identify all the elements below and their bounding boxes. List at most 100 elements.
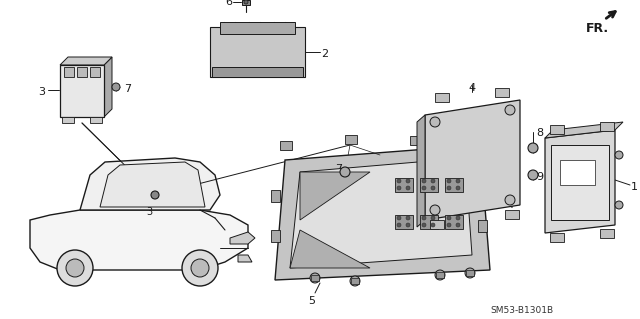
Circle shape bbox=[66, 259, 84, 277]
Bar bbox=[90, 117, 102, 123]
Bar bbox=[435, 93, 449, 102]
Text: 9: 9 bbox=[536, 172, 543, 182]
Circle shape bbox=[456, 223, 460, 227]
Polygon shape bbox=[300, 172, 370, 220]
Circle shape bbox=[406, 186, 410, 190]
Polygon shape bbox=[238, 255, 252, 262]
Text: 5: 5 bbox=[308, 296, 316, 306]
Circle shape bbox=[431, 216, 435, 220]
Circle shape bbox=[465, 268, 475, 278]
Bar bbox=[430, 220, 444, 229]
Circle shape bbox=[447, 179, 451, 183]
Circle shape bbox=[340, 167, 350, 177]
Circle shape bbox=[422, 216, 426, 220]
Circle shape bbox=[431, 186, 435, 190]
Bar bbox=[64, 67, 74, 77]
Bar bbox=[90, 67, 100, 77]
Bar bbox=[505, 210, 519, 219]
Circle shape bbox=[456, 216, 460, 220]
Polygon shape bbox=[545, 130, 615, 233]
Circle shape bbox=[397, 186, 401, 190]
Circle shape bbox=[397, 223, 401, 227]
Circle shape bbox=[406, 216, 410, 220]
Bar bbox=[445, 215, 463, 229]
Circle shape bbox=[422, 223, 426, 227]
Circle shape bbox=[615, 201, 623, 209]
Bar bbox=[470, 141, 482, 150]
Text: 3: 3 bbox=[146, 207, 152, 217]
Circle shape bbox=[406, 223, 410, 227]
Polygon shape bbox=[425, 100, 520, 220]
Circle shape bbox=[447, 223, 451, 227]
Bar bbox=[466, 270, 474, 276]
Text: 7: 7 bbox=[335, 164, 342, 174]
Bar bbox=[600, 229, 614, 238]
Polygon shape bbox=[275, 145, 490, 280]
Circle shape bbox=[422, 186, 426, 190]
Circle shape bbox=[191, 259, 209, 277]
Circle shape bbox=[505, 195, 515, 205]
Polygon shape bbox=[545, 122, 623, 138]
Circle shape bbox=[112, 83, 120, 91]
Circle shape bbox=[244, 0, 248, 4]
Bar bbox=[311, 275, 319, 281]
Circle shape bbox=[528, 170, 538, 180]
Circle shape bbox=[615, 151, 623, 159]
Polygon shape bbox=[30, 210, 248, 270]
Circle shape bbox=[447, 216, 451, 220]
Circle shape bbox=[447, 186, 451, 190]
Bar bbox=[436, 272, 444, 278]
Circle shape bbox=[406, 179, 410, 183]
Circle shape bbox=[431, 223, 435, 227]
Bar bbox=[212, 67, 303, 77]
Bar bbox=[600, 122, 614, 131]
Bar bbox=[495, 88, 509, 97]
Bar bbox=[420, 215, 438, 229]
Bar bbox=[280, 141, 292, 150]
Bar bbox=[550, 125, 564, 134]
Text: 2: 2 bbox=[321, 49, 328, 59]
Circle shape bbox=[431, 179, 435, 183]
Circle shape bbox=[397, 179, 401, 183]
Polygon shape bbox=[230, 232, 255, 244]
Text: 3: 3 bbox=[38, 87, 45, 97]
Text: FR.: FR. bbox=[586, 22, 609, 35]
Circle shape bbox=[151, 191, 159, 199]
Text: 8: 8 bbox=[536, 128, 543, 138]
Circle shape bbox=[528, 143, 538, 153]
Bar bbox=[345, 135, 357, 144]
Bar bbox=[551, 145, 609, 220]
Bar bbox=[395, 178, 413, 192]
Circle shape bbox=[505, 105, 515, 115]
Polygon shape bbox=[80, 158, 220, 210]
Circle shape bbox=[430, 205, 440, 215]
Bar bbox=[220, 22, 295, 34]
Bar bbox=[395, 215, 413, 229]
Bar bbox=[242, 0, 250, 5]
Bar bbox=[410, 136, 422, 145]
Bar bbox=[560, 160, 595, 185]
Text: 1: 1 bbox=[631, 182, 638, 192]
Text: 4: 4 bbox=[468, 83, 476, 93]
Polygon shape bbox=[290, 158, 472, 268]
Circle shape bbox=[57, 250, 93, 286]
Bar bbox=[271, 230, 280, 242]
Text: 6: 6 bbox=[225, 0, 232, 7]
Bar bbox=[478, 220, 487, 232]
Text: 7: 7 bbox=[124, 84, 131, 94]
Bar bbox=[77, 67, 87, 77]
Bar bbox=[420, 178, 438, 192]
Bar bbox=[445, 178, 463, 192]
Bar bbox=[62, 117, 74, 123]
Circle shape bbox=[456, 179, 460, 183]
Circle shape bbox=[430, 117, 440, 127]
Circle shape bbox=[397, 216, 401, 220]
Circle shape bbox=[422, 179, 426, 183]
Polygon shape bbox=[100, 162, 205, 207]
Polygon shape bbox=[290, 230, 370, 268]
Bar bbox=[478, 180, 487, 192]
Circle shape bbox=[182, 250, 218, 286]
Bar bbox=[550, 233, 564, 242]
Bar bbox=[60, 65, 104, 117]
Circle shape bbox=[310, 273, 320, 283]
